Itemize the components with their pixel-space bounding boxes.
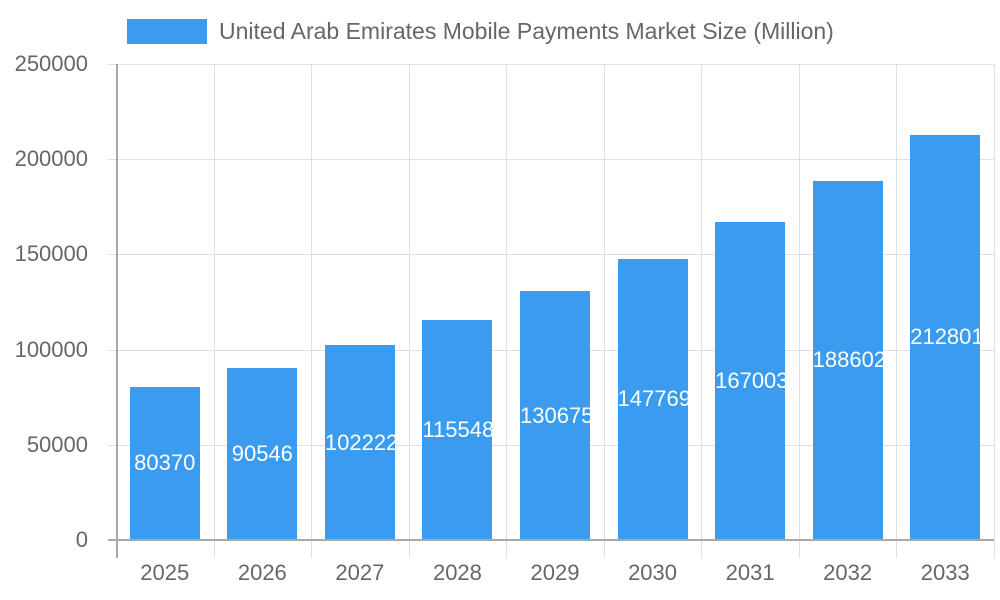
bar-2033[interactable]: [910, 134, 981, 540]
x-axis-tick-label: 2026: [237, 560, 287, 585]
legend-label[interactable]: United Arab Emirates Mobile Payments Mar…: [219, 18, 834, 44]
bar-value-label: 188602: [812, 347, 883, 373]
x-axis-tick-label: 2027: [335, 560, 385, 585]
bar-2028[interactable]: [422, 320, 493, 540]
x-axis-tick-label: 2030: [628, 560, 678, 585]
x-axis-tick-label: 2032: [823, 560, 873, 585]
x-axis-tick-label: 2028: [432, 560, 482, 585]
x-axis-tick-label: 2029: [530, 560, 580, 585]
bar-value-label: 90546: [231, 440, 293, 466]
bar-value-label: 167003: [715, 368, 786, 393]
bar-value-label: 115548: [422, 416, 493, 442]
bar-2026[interactable]: [227, 367, 298, 540]
gridline-vertical: [311, 64, 313, 558]
gridline-vertical: [896, 64, 898, 558]
bar-2029[interactable]: [520, 291, 590, 540]
gridline-vertical: [798, 64, 800, 558]
bar-2030[interactable]: [617, 258, 688, 540]
gridline-vertical: [506, 64, 508, 558]
gridline-horizontal: [108, 159, 994, 161]
x-axis-tick-label: 2025: [140, 560, 190, 585]
bar-value-label: 212801: [910, 324, 981, 350]
bar-value-label: 130675: [520, 402, 590, 428]
y-axis-tick-label: 0: [75, 527, 88, 552]
gridline-vertical: [701, 64, 703, 558]
bar-2032[interactable]: [812, 180, 883, 540]
bar-value-label: 80370: [134, 450, 196, 476]
bar-2025[interactable]: [129, 386, 200, 540]
y-axis-line: [116, 64, 118, 558]
chart-legend: United Arab Emirates Mobile Payments Mar…: [127, 18, 834, 45]
gridline-vertical: [994, 64, 995, 558]
legend-swatch[interactable]: [127, 19, 207, 44]
bar-2031[interactable]: [715, 222, 786, 540]
gridline-vertical: [213, 64, 215, 558]
gridline-vertical: [603, 64, 605, 558]
bar-value-label: 147769: [617, 386, 688, 412]
y-axis-tick-label: 200000: [14, 146, 88, 172]
bar-value-label: 102222: [324, 429, 395, 455]
y-axis-tick-label: 150000: [14, 241, 88, 267]
plot-area: 0 50000 100000 150000 200000 250000 80370 2025 9…: [15, 51, 995, 585]
gridline-horizontal: [108, 64, 994, 65]
x-axis-tick-label: 2031: [725, 560, 775, 585]
y-axis-tick-label: 50000: [26, 431, 88, 457]
x-axis-line: [108, 539, 994, 541]
gridline-horizontal: [108, 254, 994, 256]
bar-2027[interactable]: [324, 345, 395, 540]
y-axis-tick-label: 100000: [14, 336, 88, 362]
y-axis-tick-label: 250000: [14, 51, 88, 76]
x-axis-tick-label: 2033: [920, 560, 970, 585]
gridline-vertical: [408, 64, 410, 558]
